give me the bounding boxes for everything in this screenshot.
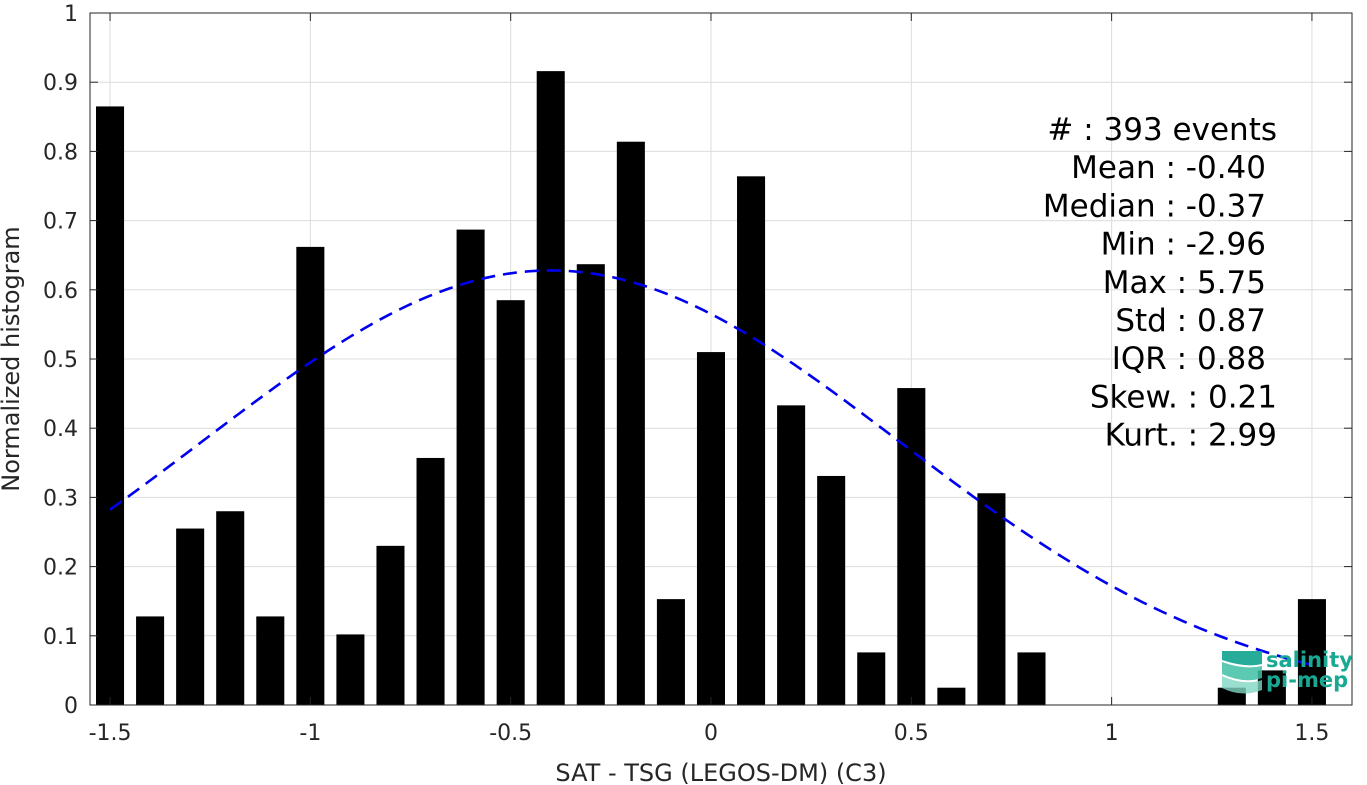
y-tick-label: 0.9 [43, 71, 78, 96]
x-tick-label: -1 [299, 721, 321, 746]
bar [977, 493, 1006, 705]
x-tick-label: 1 [1105, 721, 1119, 746]
y-tick-label: 0 [64, 694, 78, 719]
x-axis-ticks: -1.5 -1 -0.5 0 0.5 1 1.5 [89, 13, 1329, 746]
stat-line: Min : -2.96 [1101, 227, 1266, 263]
x-tick-label: 1.5 [1294, 721, 1329, 746]
bar [416, 457, 445, 705]
logo-line-1: salinity [1266, 648, 1353, 672]
bar [777, 405, 806, 705]
bar [256, 616, 285, 705]
x-tick-label: -1.5 [89, 721, 132, 746]
stat-line: IQR : 0.88 [1112, 341, 1266, 377]
bar [857, 652, 886, 705]
bar [1297, 599, 1326, 705]
bar [817, 475, 846, 705]
bar [216, 511, 245, 705]
logo-line-2: pi-mep [1266, 668, 1348, 692]
x-tick-label: 0.5 [894, 721, 929, 746]
y-tick-label: 0.4 [43, 417, 78, 442]
x-tick-label: -0.5 [489, 721, 532, 746]
bar [96, 106, 125, 706]
bar [937, 687, 966, 705]
y-tick-label: 0.2 [43, 556, 78, 581]
y-axis-ticks: 0 0.1 0.2 0.3 0.4 0.5 0.6 0.7 0.8 0.9 1 [43, 2, 1352, 719]
bar [616, 141, 645, 705]
y-tick-label: 0.6 [43, 279, 78, 304]
bar [296, 246, 325, 705]
logo-mark-icon [1222, 651, 1262, 694]
stat-line: Mean : -0.40 [1071, 150, 1266, 186]
y-axis-title: Normalized histogram [0, 226, 25, 491]
bar [536, 71, 565, 706]
bar [696, 352, 726, 705]
bar [1017, 652, 1046, 705]
bar [897, 388, 926, 705]
bar [136, 616, 165, 705]
y-tick-label: 0.8 [43, 140, 78, 165]
bar [656, 599, 685, 705]
y-tick-label: 0.1 [43, 625, 78, 650]
x-axis-title: SAT - TSG (LEGOS-DM) (C3) [555, 759, 886, 785]
y-tick-label: 1 [64, 2, 78, 27]
x-tick-label: 0 [704, 721, 718, 746]
stat-line: Max : 5.75 [1103, 265, 1266, 301]
bar [336, 634, 365, 705]
bar [176, 528, 205, 705]
bar-series [96, 71, 1326, 706]
bar [496, 300, 525, 705]
stat-line: # : 393 events [1047, 112, 1277, 148]
y-tick-label: 0.5 [43, 348, 78, 373]
bar [1257, 670, 1286, 705]
y-tick-label: 0.3 [43, 486, 78, 511]
stat-line: Median : -0.37 [1043, 188, 1266, 224]
bar [376, 545, 405, 705]
salinity-pimep-logo: salinity pi-mep [1222, 648, 1353, 694]
y-tick-label: 0.7 [43, 210, 78, 235]
stat-line: Skew. : 0.21 [1090, 379, 1277, 415]
gaussian-fit-curve [109, 269, 1313, 667]
bar [737, 176, 766, 705]
stat-line: Std : 0.87 [1115, 303, 1266, 339]
bar [576, 264, 605, 705]
bar [456, 229, 485, 705]
stat-line: Kurt. : 2.99 [1105, 418, 1277, 454]
